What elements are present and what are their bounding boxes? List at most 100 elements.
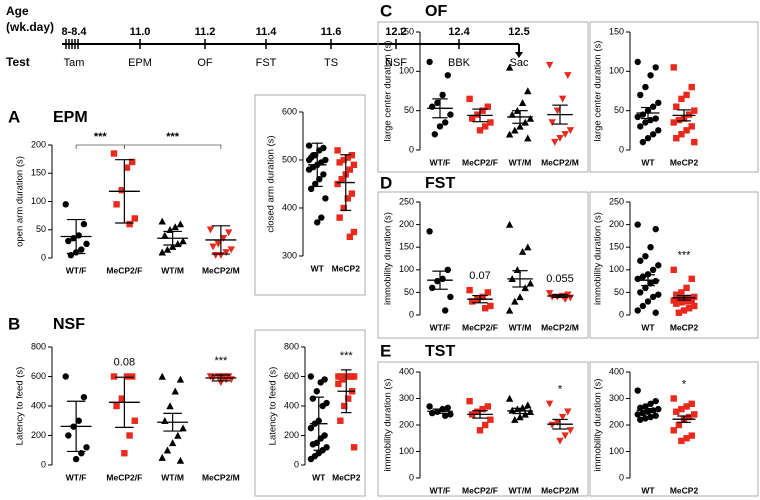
chart-title: TST — [425, 343, 455, 360]
y-tick-label: 100 — [31, 196, 46, 206]
point — [511, 416, 519, 423]
point — [439, 91, 446, 99]
point — [566, 127, 575, 135]
point — [561, 131, 569, 138]
point — [639, 302, 647, 310]
significance-label: *** — [214, 355, 228, 367]
point — [128, 158, 136, 166]
point — [482, 421, 489, 429]
point — [131, 215, 138, 222]
point — [466, 397, 473, 405]
point — [566, 427, 575, 434]
point — [431, 131, 438, 138]
x-tick-label: MeCP2/F — [462, 485, 498, 495]
y-axis-label: closed arm duration (s) — [266, 135, 277, 232]
point — [163, 446, 172, 454]
point — [524, 87, 532, 95]
point — [678, 131, 685, 138]
x-tick-label: WT — [641, 322, 655, 332]
panel-frame — [589, 21, 759, 173]
y-axis-label: immobility duration (s) — [383, 212, 394, 305]
point — [444, 72, 451, 79]
point — [655, 99, 662, 107]
x-tick-label: MeCP2/F — [106, 472, 142, 482]
point — [647, 244, 654, 251]
y-tick-label: 50 — [404, 105, 414, 115]
point — [346, 233, 354, 240]
x-tick-label: MeCP2 — [670, 485, 699, 495]
significance-label: 0.055 — [546, 273, 574, 285]
y-axis-label: immobility duration (s) — [593, 212, 604, 305]
point — [675, 309, 683, 316]
y-tick-label: 800 — [31, 341, 46, 351]
y-tick-label: 0 — [409, 309, 414, 319]
point — [637, 404, 644, 411]
point — [62, 201, 69, 208]
point — [487, 119, 494, 126]
y-tick-label: 100 — [609, 66, 624, 76]
point — [553, 107, 562, 115]
point — [685, 413, 693, 421]
age-tick-label: 12.2 — [385, 26, 406, 38]
y-tick-label: 200 — [609, 419, 624, 429]
point — [545, 400, 554, 408]
age-tick-label: 11.0 — [130, 26, 151, 38]
point — [340, 204, 347, 212]
x-tick-label: MeCP2/M — [541, 322, 579, 332]
point — [338, 176, 345, 183]
point — [508, 406, 516, 414]
point — [649, 131, 657, 138]
point — [123, 373, 131, 380]
point — [337, 417, 344, 424]
x-tick-label: MeCP2/M — [202, 472, 240, 482]
point — [637, 416, 644, 423]
point — [634, 221, 641, 228]
point — [670, 119, 677, 126]
panel-frame — [377, 361, 589, 497]
point — [65, 237, 72, 245]
point — [482, 123, 489, 130]
point — [675, 116, 683, 124]
point — [652, 225, 659, 233]
panel-frame — [377, 21, 589, 173]
x-tick-label: WT — [311, 263, 325, 273]
point — [642, 415, 649, 422]
y-tick-label: 150 — [399, 26, 414, 36]
chart-title: NSF — [53, 316, 85, 333]
point — [442, 119, 449, 126]
point — [209, 243, 217, 251]
point — [447, 111, 454, 118]
point — [429, 103, 436, 110]
point — [691, 138, 698, 146]
y-tick-label: 800 — [284, 341, 299, 351]
point — [526, 114, 535, 122]
y-tick-label: 400 — [284, 400, 299, 410]
point — [647, 413, 654, 421]
x-tick-label: MeCP2 — [670, 322, 699, 332]
point — [309, 395, 317, 402]
point — [649, 266, 657, 273]
y-tick-label: 100 — [609, 264, 624, 274]
point — [518, 248, 527, 255]
y-tick-label: 0 — [619, 144, 624, 154]
point — [558, 95, 567, 103]
point — [110, 373, 118, 380]
point — [516, 293, 524, 301]
point — [131, 417, 138, 424]
point — [110, 150, 118, 157]
panel-letter: C — [380, 1, 392, 20]
point — [558, 413, 567, 421]
panel-letter: D — [380, 173, 392, 192]
x-tick-label: WT/F — [430, 485, 451, 495]
y-tick-label: 150 — [609, 242, 624, 252]
point — [479, 293, 486, 301]
point — [511, 126, 519, 134]
point — [516, 413, 524, 421]
point — [307, 424, 315, 432]
y-tick-label: 300 — [609, 393, 624, 403]
point — [691, 302, 698, 310]
point — [564, 72, 572, 79]
point — [678, 299, 685, 306]
age-tick-label: 12.4 — [448, 26, 470, 38]
y-tick-label: 200 — [399, 219, 414, 229]
